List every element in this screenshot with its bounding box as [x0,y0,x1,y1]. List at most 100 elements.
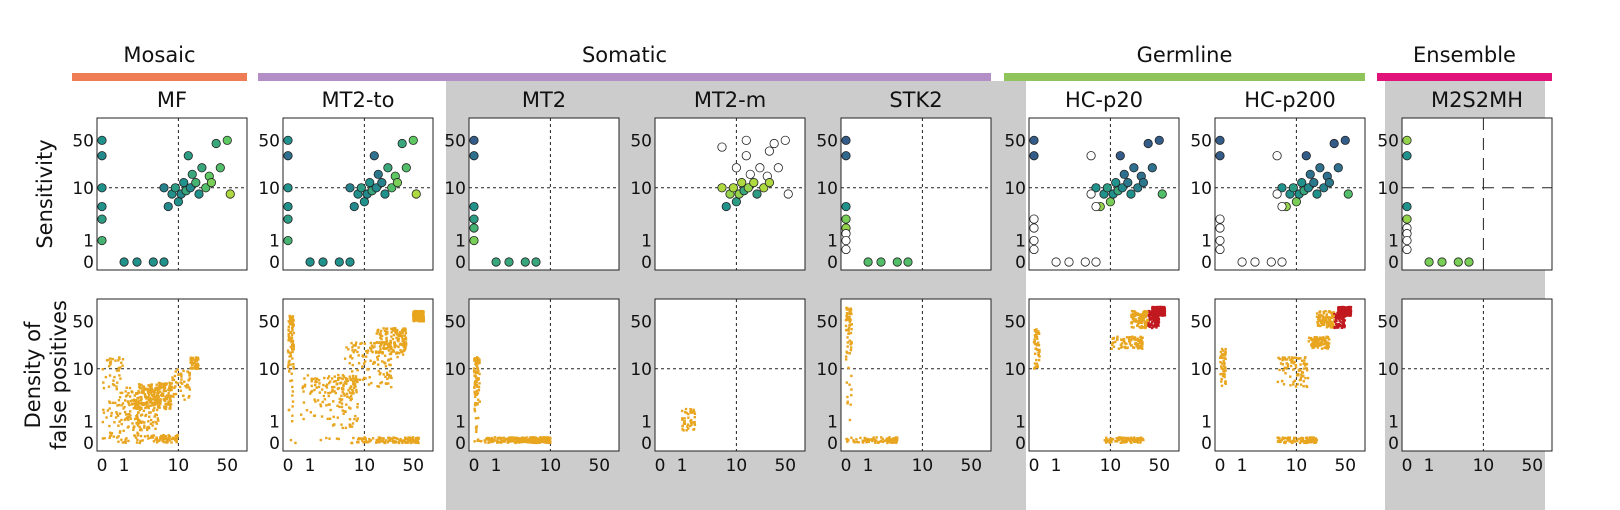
fp-point [507,440,511,444]
fp-point [333,385,336,389]
data-point [97,135,107,145]
fp-point [1312,440,1315,443]
fp-point [142,386,146,389]
fp-point [108,436,111,440]
data-point [717,183,727,193]
x-tick-label-1: 1 [305,456,316,476]
fp-point [1349,309,1352,312]
fp-point [344,380,347,383]
fp-point [128,395,132,398]
data-point [283,235,293,246]
fp-point [302,401,306,404]
fp-point [402,342,405,346]
fp-point [377,369,380,373]
fp-point [690,421,693,424]
fp-point [348,425,352,428]
column-title-6: HC-p200 [1244,88,1335,112]
fp-point [118,374,121,377]
fp-point [1150,322,1153,326]
fp-point [168,403,171,406]
fp-point [1153,317,1156,320]
fp-point [287,339,290,342]
fp-point [488,441,491,444]
fp-point [414,314,417,317]
data-point [1402,135,1412,145]
fp-point [415,316,418,319]
fp-point [476,398,480,401]
fp-point [309,392,312,395]
fp-point [1286,363,1290,366]
fp-point [136,396,139,400]
y-tick-label-50: 50 [444,312,466,332]
fp-point [1332,322,1335,326]
fp-point [127,425,130,428]
fp-point [1137,347,1140,350]
fp-point [473,404,477,407]
fp-point [406,441,409,444]
fp-point [1345,308,1349,311]
fp-point [348,362,351,365]
fp-point [185,386,188,389]
fp-point [167,403,170,406]
fp-point [848,323,852,326]
fp-point [1278,357,1282,361]
fp-point [1286,365,1290,368]
fp-point [526,439,529,442]
fp-point [1138,313,1141,316]
fp-point [1308,436,1312,439]
fp-point [849,308,853,312]
fp-point [865,439,868,442]
fp-point [1162,308,1166,311]
fp-point [1333,320,1337,323]
fp-point [1288,437,1291,441]
fp-point [534,440,537,443]
fp-point [384,375,387,378]
fp-point [535,439,538,442]
fp-point [1123,439,1126,442]
fp-point [1133,337,1136,341]
fp-point [379,343,383,347]
fp-point [1322,342,1325,346]
fp-point [850,436,853,440]
fp-point [309,411,313,414]
fp-point [291,357,294,360]
fp-point [350,370,354,373]
fp-point [357,362,361,365]
fp-point [1297,357,1301,360]
fp-point [1326,342,1329,345]
data-point [1080,257,1090,267]
fp-point [1333,315,1337,319]
fp-point [364,377,367,380]
fp-point [346,377,349,381]
fp-point [168,436,171,439]
fp-point [121,441,125,444]
fp-point [1125,346,1128,350]
fp-point [1130,339,1133,342]
data-point [225,189,235,199]
fp-point [1158,309,1161,313]
fp-point [1149,316,1153,320]
fp-point [191,356,195,360]
fp-point [399,439,402,442]
fp-point [387,344,390,348]
data-point [1129,163,1139,173]
fp-point [128,386,132,390]
fp-point [1033,340,1036,343]
fp-point [165,382,168,385]
fp-point [1310,338,1313,342]
fp-point [1148,317,1151,321]
fp-point [138,441,141,445]
fp-point [335,437,339,440]
fp-point [478,400,481,403]
fp-point [358,378,362,381]
fp-point [291,405,294,408]
fp-point [1126,346,1129,349]
fp-point [1153,322,1157,326]
data-point [1277,257,1287,267]
fp-point [849,312,853,315]
fp-point [303,377,306,380]
fp-point [1284,372,1287,375]
fp-point [865,441,868,444]
fp-point [500,437,503,440]
